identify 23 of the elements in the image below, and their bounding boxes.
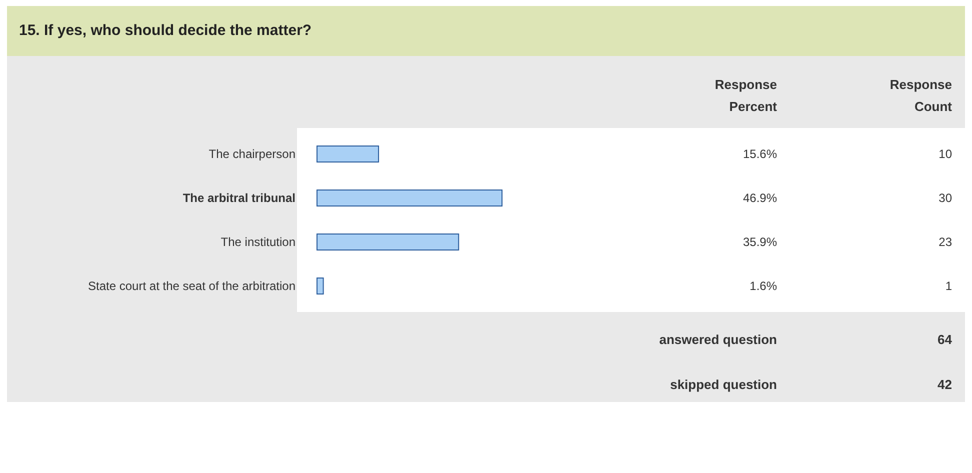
bar <box>316 146 380 162</box>
text: Response Count <box>888 76 952 116</box>
bar <box>316 234 460 250</box>
y-tick-label: The arbitral tribunal <box>182 191 296 205</box>
text: 30 <box>938 191 952 205</box>
text: answered question <box>659 332 777 347</box>
text: Response Percent <box>714 76 777 116</box>
bar <box>316 278 324 294</box>
text: 23 <box>938 235 952 249</box>
data-label: 46.9% <box>742 191 778 205</box>
text: 42 <box>938 377 952 392</box>
text: 10 <box>938 147 952 161</box>
data-label: 1.6% <box>750 279 778 293</box>
bar <box>316 190 502 206</box>
text: 64 <box>938 332 952 347</box>
text: 15. If yes, who should decide the matter? <box>7 6 965 56</box>
y-tick-label: State court at the seat of the arbitration <box>88 279 296 293</box>
y-tick-label: The institution <box>220 235 296 249</box>
y-tick-label: The chairperson <box>208 147 296 161</box>
text: skipped question <box>670 377 777 392</box>
text: 1 <box>945 279 952 293</box>
data-label: 35.9% <box>742 235 778 249</box>
data-label: 15.6% <box>742 147 778 161</box>
